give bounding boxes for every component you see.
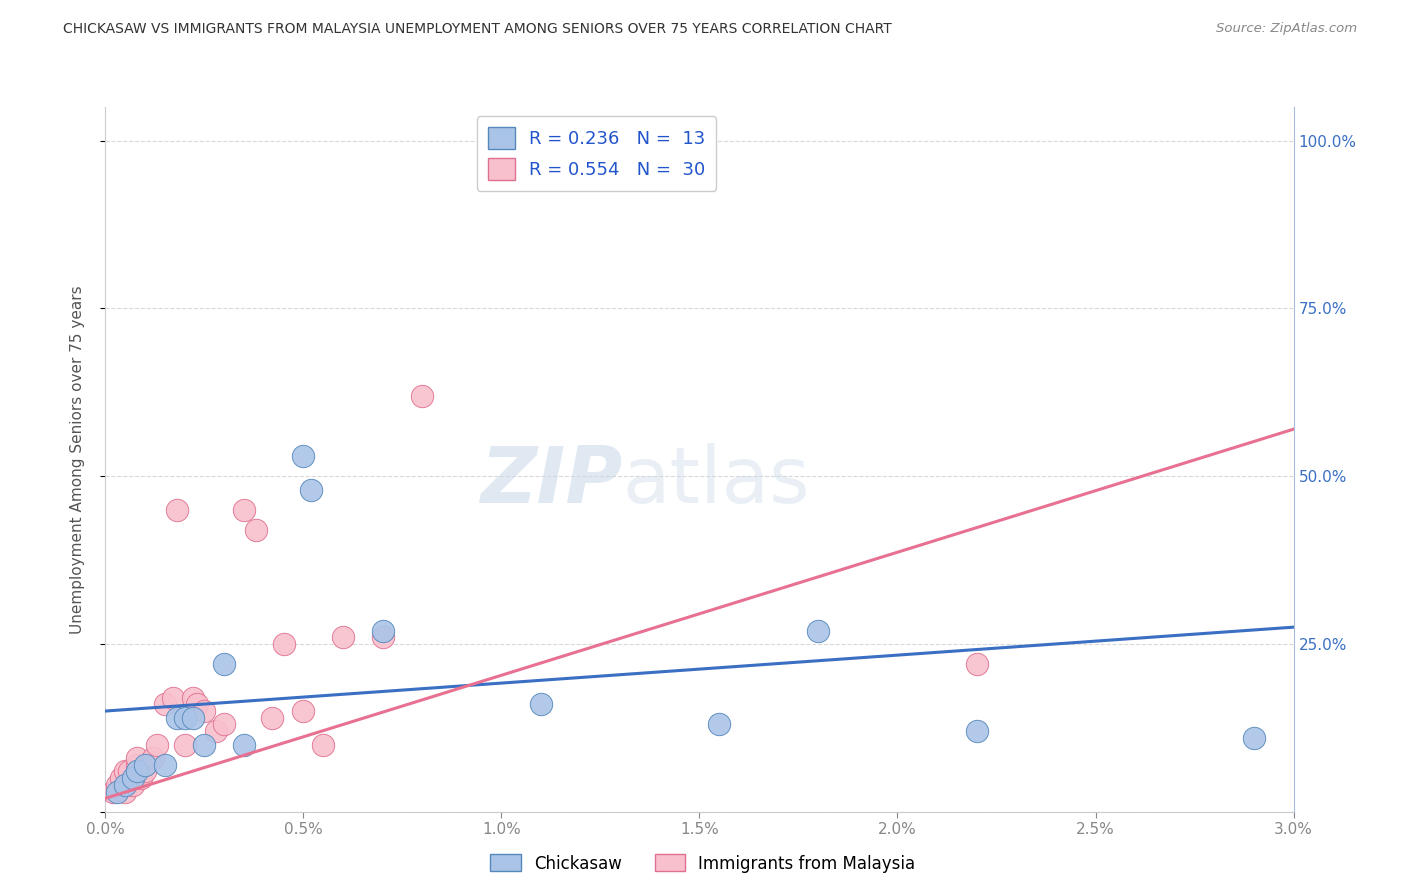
Point (371, 630, 394, 644)
Point (312, 738, 335, 752)
Point (142, 751, 165, 765)
Point (233, 502, 256, 516)
Point (530, 698, 553, 712)
Text: atlas: atlas (623, 442, 810, 518)
Point (122, 771, 145, 785)
Point (233, 738, 256, 752)
Point (966, 657, 988, 671)
Point (181, 711, 204, 725)
Point (510, 147, 533, 161)
Y-axis label: Unemployment Among Seniors over 75 years: Unemployment Among Seniors over 75 years (70, 285, 84, 633)
Point (371, 624, 394, 638)
Point (807, 624, 830, 638)
Point (193, 704, 215, 718)
Point (173, 711, 195, 725)
Point (166, 502, 188, 516)
Point (292, 704, 315, 718)
Point (127, 751, 149, 765)
Point (129, 771, 152, 785)
Point (411, 389, 433, 403)
Point (186, 698, 208, 712)
Point (193, 738, 215, 752)
Point (105, 784, 128, 798)
Point (162, 690, 184, 705)
Point (127, 764, 149, 779)
Point (273, 637, 295, 651)
Legend: Chickasaw, Immigrants from Malaysia: Chickasaw, Immigrants from Malaysia (484, 847, 922, 880)
Point (260, 711, 283, 725)
Point (146, 738, 169, 752)
Point (299, 483, 322, 497)
Point (118, 764, 141, 779)
Point (214, 717, 236, 731)
Point (166, 711, 188, 725)
Text: ZIP: ZIP (479, 442, 623, 518)
Point (332, 630, 354, 644)
Point (103, 784, 125, 798)
Point (214, 657, 236, 671)
Text: Source: ZipAtlas.com: Source: ZipAtlas.com (1216, 22, 1357, 36)
Point (114, 784, 136, 798)
Point (153, 757, 176, 772)
Point (181, 690, 204, 705)
Point (122, 778, 145, 792)
Point (114, 778, 136, 792)
Legend: R = 0.236   N =  13, R = 0.554   N =  30: R = 0.236 N = 13, R = 0.554 N = 30 (477, 116, 716, 191)
Point (105, 778, 128, 792)
Point (153, 698, 176, 712)
Point (292, 449, 315, 463)
Point (127, 757, 149, 772)
Point (1243, 731, 1265, 745)
Text: CHICKASAW VS IMMIGRANTS FROM MALAYSIA UNEMPLOYMENT AMONG SENIORS OVER 75 YEARS C: CHICKASAW VS IMMIGRANTS FROM MALAYSIA UN… (63, 22, 891, 37)
Point (134, 757, 156, 772)
Point (173, 738, 195, 752)
Point (110, 771, 132, 785)
Point (205, 724, 228, 739)
Point (245, 523, 267, 537)
Point (134, 764, 156, 779)
Point (966, 724, 988, 739)
Point (709, 717, 731, 731)
Point (114, 764, 136, 779)
